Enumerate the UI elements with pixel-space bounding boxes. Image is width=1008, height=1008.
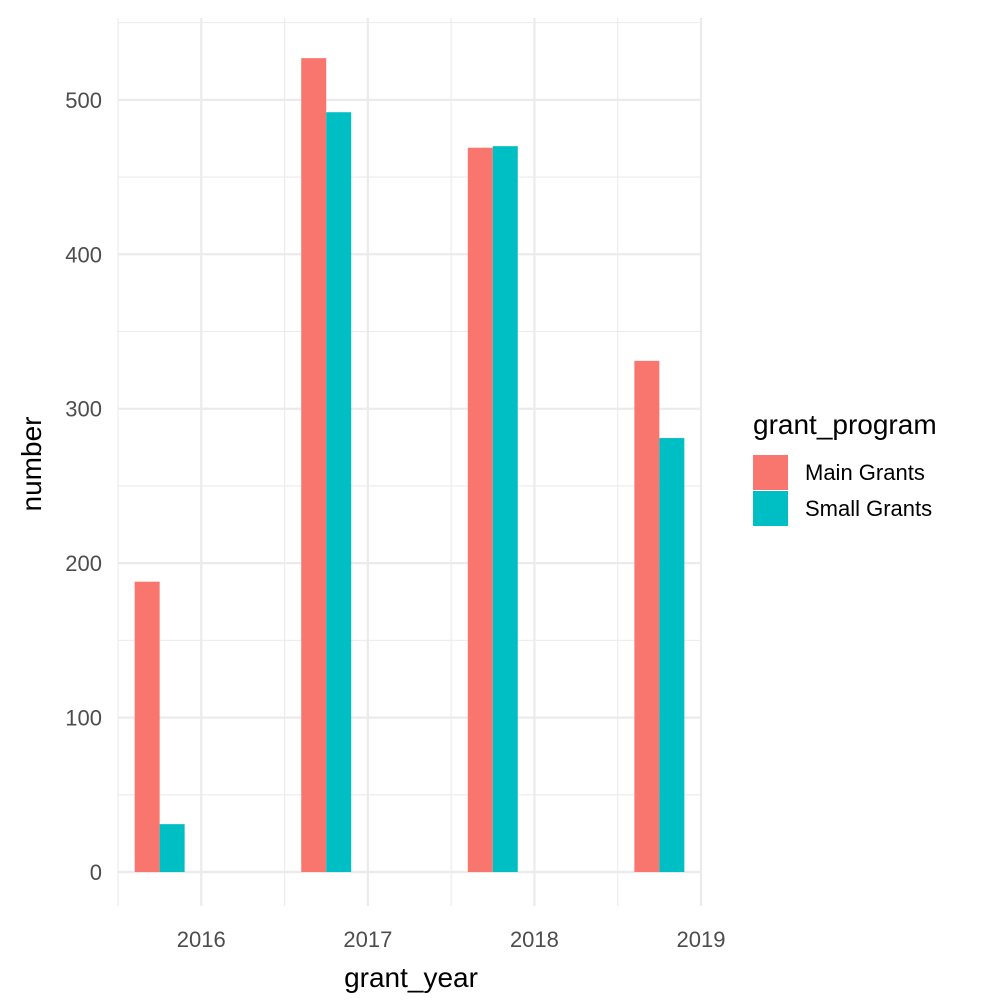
y-tick-label: 0 (90, 860, 102, 885)
x-tick-label: 2016 (177, 927, 226, 952)
bar-main-grants-2016 (134, 581, 160, 873)
legend-items: Main Grants Small Grants (753, 455, 932, 526)
bar-main-grants-2017 (301, 58, 327, 873)
legend-label: Main Grants (805, 460, 925, 485)
bar-small-grants-2017 (326, 112, 352, 873)
bar-small-grants-2019 (659, 438, 685, 873)
y-axis-tick-labels: 0 100 200 300 400 500 (65, 88, 102, 885)
legend-label: Small Grants (805, 496, 932, 521)
y-tick-label: 300 (65, 397, 102, 422)
y-tick-label: 100 (65, 706, 102, 731)
grid-lines (117, 18, 703, 906)
bar-small-grants-2016 (159, 824, 185, 873)
y-tick-label: 500 (65, 88, 102, 113)
y-tick-label: 200 (65, 551, 102, 576)
bar-small-grants-2018 (492, 146, 518, 873)
legend-title: grant_program (753, 409, 937, 440)
legend-swatch-main-grants (753, 455, 788, 490)
legend-swatch-small-grants (753, 491, 788, 526)
y-axis-title: number (16, 417, 47, 512)
bar-main-grants-2019 (634, 360, 660, 873)
bar-main-grants-2018 (467, 147, 493, 873)
x-tick-label: 2019 (677, 927, 726, 952)
y-tick-label: 400 (65, 242, 102, 267)
legend: grant_program Main Grants Small Grants (753, 409, 937, 526)
x-axis-title: grant_year (344, 962, 478, 993)
x-tick-label: 2017 (343, 927, 392, 952)
x-axis-tick-labels: 2016 2017 2018 2019 (177, 927, 726, 952)
bars (134, 58, 685, 873)
x-tick-label: 2018 (510, 927, 559, 952)
